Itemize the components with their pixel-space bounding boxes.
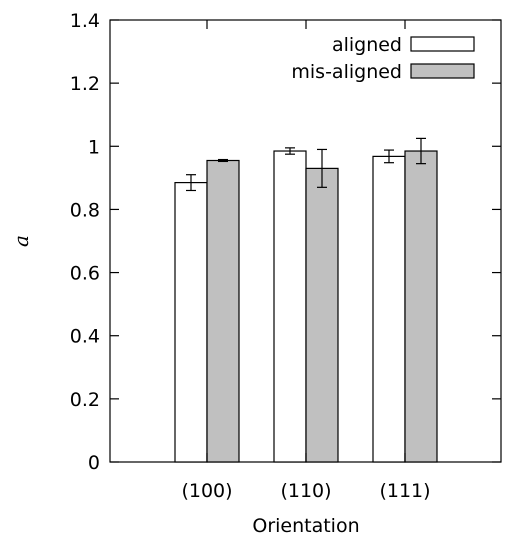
y-axis: 0 0.2 0.4 0.6 0.8 1 1.2 1.4 [70, 10, 501, 474]
x-tick-label: (100) [181, 480, 232, 502]
legend-swatch [410, 63, 475, 79]
y-tick-label: 1 [88, 136, 100, 158]
bars [174, 137, 438, 463]
bar-aligned [273, 150, 307, 463]
y-tick-label: 0.4 [70, 326, 100, 348]
bar-aligned [174, 181, 208, 463]
y-tick-label: 0.2 [70, 389, 100, 411]
y-tick-label: 0.6 [70, 263, 100, 285]
bar-mis-aligned [206, 159, 240, 463]
x-tick-label: (110) [280, 480, 331, 502]
y-tick-label: 1.2 [70, 73, 100, 95]
x-axis-title: Orientation [252, 515, 359, 537]
legend-label: mis-aligned [291, 61, 402, 83]
bar-aligned [372, 155, 406, 463]
x-axis: (100) (110) (111) [181, 20, 431, 502]
y-axis-title: a [9, 235, 33, 247]
legend: aligned mis-aligned [291, 34, 475, 83]
y-tick-label: 0.8 [70, 199, 100, 221]
y-tick-label: 1.4 [70, 10, 100, 32]
legend-label: aligned [332, 34, 402, 56]
y-tick-label: 0 [88, 452, 100, 474]
bar-mis-aligned [305, 167, 339, 463]
legend-swatch [410, 36, 475, 52]
bar-mis-aligned [404, 150, 438, 463]
x-tick-label: (111) [379, 480, 430, 502]
